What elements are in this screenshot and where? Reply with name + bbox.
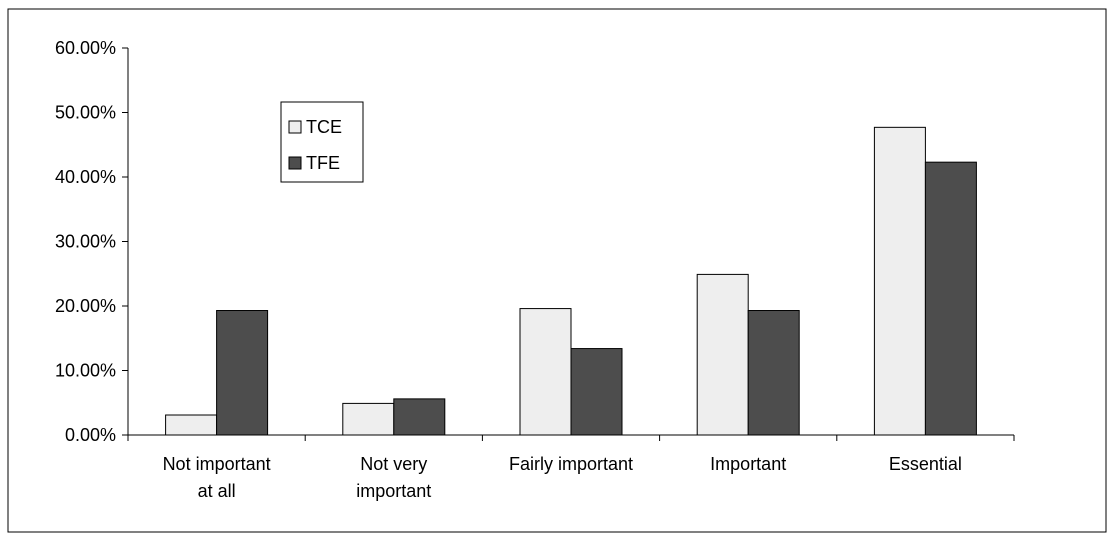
y-tick-label: 0.00%: [65, 425, 116, 445]
x-category-label: important: [356, 481, 431, 501]
bar-tfe-2: [570, 348, 623, 436]
legend-label: TFE: [306, 153, 340, 173]
bar-tce-1: [342, 402, 395, 436]
bar-tfe-0: [216, 310, 269, 436]
bar-tce-2: [519, 308, 572, 436]
y-tick-label: 60.00%: [55, 38, 116, 58]
bars: [165, 126, 977, 436]
x-category-label: Important: [710, 454, 786, 474]
x-category-label: Fairly important: [509, 454, 633, 474]
bar-tfe-3: [747, 310, 800, 436]
y-axis: 0.00% 10.00% 20.00% 30.00% 40.00% 50.00% 60.00…: [55, 38, 129, 445]
chart-frame: [7, 8, 1107, 533]
x-category-label: Essential: [889, 454, 962, 474]
x-category-label: Not very: [360, 454, 427, 474]
y-tick-label: 50.00%: [55, 103, 116, 123]
legend-swatch-tfe: [288, 156, 302, 170]
bar-tfe-4: [924, 161, 977, 436]
legend-swatch-tce: [288, 120, 302, 134]
y-tick-label: 20.00%: [55, 296, 116, 316]
x-category-label: Not important: [163, 454, 271, 474]
x-category-label: at all: [198, 481, 236, 501]
y-tick-label: 30.00%: [55, 232, 116, 252]
x-axis: Not important at all Not very important Fair…: [127, 434, 1015, 501]
legend-label: TCE: [306, 117, 342, 137]
y-tick-label: 10.00%: [55, 361, 116, 381]
bar-tfe-1: [393, 398, 446, 436]
legend: TCE TFE: [280, 101, 364, 183]
bar-tce-3: [696, 273, 749, 436]
y-tick-label: 40.00%: [55, 167, 116, 187]
bar-tce-0: [165, 414, 218, 436]
bar-tce-4: [873, 126, 926, 436]
